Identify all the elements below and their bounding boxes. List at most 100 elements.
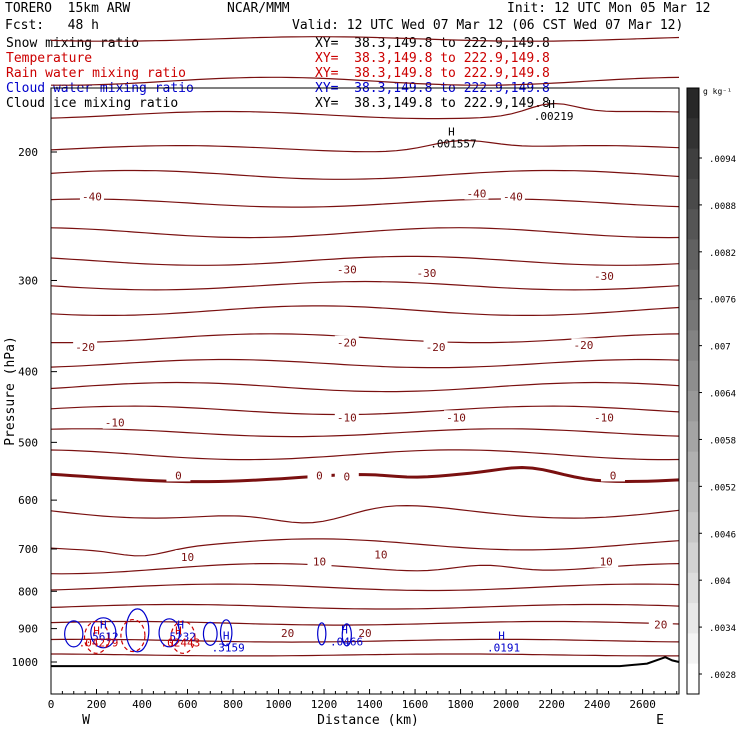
contour-label: 0 xyxy=(343,471,350,484)
colorbar-segment xyxy=(687,603,699,634)
cloud-water-contour xyxy=(90,617,117,649)
y-tick-label: 400 xyxy=(18,366,38,379)
cloud-water-contour xyxy=(317,622,327,646)
x-tick-label: 2600 xyxy=(629,698,656,711)
y-tick-label: 700 xyxy=(18,543,38,556)
colorbar-tick-label: .0064 xyxy=(709,390,736,400)
x-tick-label: 1400 xyxy=(356,698,383,711)
contour-label-bg xyxy=(444,410,469,424)
max-value: .3159 xyxy=(212,642,245,655)
contour-label-bg xyxy=(102,415,127,429)
contour-label-bg xyxy=(79,189,104,203)
contour-label: -20 xyxy=(573,339,593,352)
colorbar-segment xyxy=(687,542,699,574)
colorbar-tick-label: .0028 xyxy=(709,671,736,681)
y-axis: 200 300 400 500 600 700 800 900 1000 xyxy=(12,146,57,669)
contour-label: -20 xyxy=(75,341,95,354)
x-tick-label: 200 xyxy=(87,698,107,711)
field-cloudice-xy: XY= 38.3,149.8 to 222.9,149.8 xyxy=(315,96,550,111)
terrain-path xyxy=(51,656,680,668)
y-tick-label: 1000 xyxy=(12,656,39,669)
isotherm xyxy=(50,280,680,291)
colorbar-segment xyxy=(687,572,699,604)
contour-label: -10 xyxy=(337,411,357,424)
y-tick-label: 200 xyxy=(18,146,38,159)
contour-label: 20 xyxy=(281,627,294,640)
contour-label: -30 xyxy=(337,264,357,277)
temperature-contours xyxy=(50,36,680,657)
isotherm xyxy=(51,653,679,657)
y-tick-label: 900 xyxy=(18,623,38,636)
y-tick-label: 300 xyxy=(18,274,38,287)
colorbar-tick-label: .0058 xyxy=(709,436,736,446)
contour-label: 20 xyxy=(358,627,371,640)
contour-label-bg xyxy=(334,262,359,276)
colorbar-tick-label: .0076 xyxy=(709,296,736,306)
isotherm xyxy=(50,405,680,416)
contour-label-bg xyxy=(500,189,525,203)
contour-label-bg xyxy=(591,410,616,424)
isotherm xyxy=(50,102,680,120)
colorbar-segment xyxy=(687,391,699,422)
colorbar-segment xyxy=(687,118,699,150)
contour-label-bg xyxy=(275,625,300,639)
x-tick-label: 800 xyxy=(223,698,243,711)
contour-label-bg xyxy=(334,469,359,483)
colorbar-segment xyxy=(687,178,699,210)
max-marker: H xyxy=(100,619,107,632)
cloud-water-contour xyxy=(125,608,150,653)
field-rain-label: Rain water mixing ratio xyxy=(6,66,187,81)
x-tick-label: 1200 xyxy=(311,698,338,711)
colorbar-segment xyxy=(687,148,699,180)
x-tick-label: 2400 xyxy=(584,698,611,711)
colorbar-tick-label: .0052 xyxy=(709,483,736,493)
colorbar-segment xyxy=(687,300,699,331)
isotherm xyxy=(50,305,680,316)
contour-label: -40 xyxy=(503,190,523,203)
colorbar-segment xyxy=(687,481,699,513)
contour-label: 20 xyxy=(654,618,667,631)
x-tick-label: 2000 xyxy=(493,698,520,711)
max-value: .0466 xyxy=(330,636,363,649)
forecast-hour: Fcst: 48 h xyxy=(5,18,99,33)
contour-label: 10 xyxy=(374,548,387,561)
isotherm xyxy=(50,358,680,369)
colorbar-tick-label: .0034 xyxy=(709,624,736,634)
isotherm xyxy=(50,169,680,180)
contour-label-bg xyxy=(594,554,619,568)
x-tick-label: 600 xyxy=(178,698,198,711)
max-marker: H xyxy=(448,126,455,139)
plot-frame xyxy=(50,87,680,695)
contour-label: -10 xyxy=(446,411,466,424)
contour-label: 10 xyxy=(313,555,326,568)
x-axis-label: Distance (km) xyxy=(317,713,419,728)
isotherm xyxy=(50,538,680,557)
colorbar-unit: g kg⁻¹ xyxy=(703,87,732,96)
isotherm xyxy=(50,465,680,484)
contour-label: 0 xyxy=(610,469,617,482)
contour-label-bg xyxy=(414,266,439,280)
isotherm xyxy=(50,255,680,266)
colorbar-segment xyxy=(687,421,699,453)
contour-labels: -40 -40 -40 -30 -30 -30 -20 -20 -20 -20 -10 -10 -10 -… xyxy=(73,186,673,640)
colorbar-segment xyxy=(687,88,699,119)
max-value: .001557 xyxy=(430,138,476,151)
isotherm xyxy=(51,76,680,86)
cloud-water-contour xyxy=(219,619,233,647)
x-tick-label: 1000 xyxy=(265,698,292,711)
max-marker: H xyxy=(177,619,184,632)
contour-label-bg xyxy=(307,554,332,568)
isotherm xyxy=(50,428,680,438)
max-value: 5612 xyxy=(92,631,119,644)
colorbar-frame xyxy=(686,87,700,695)
contour-label-bg xyxy=(353,625,377,639)
contour-label: -20 xyxy=(337,337,357,350)
cloud-water-contour xyxy=(158,618,181,648)
max-value: .04279 xyxy=(79,637,119,650)
cloud-water-contour xyxy=(202,621,218,646)
west-label: W xyxy=(82,713,90,728)
colorbar-segment xyxy=(687,451,699,483)
colorbar-tick-label: .0082 xyxy=(709,249,736,259)
east-label: E xyxy=(656,713,664,728)
